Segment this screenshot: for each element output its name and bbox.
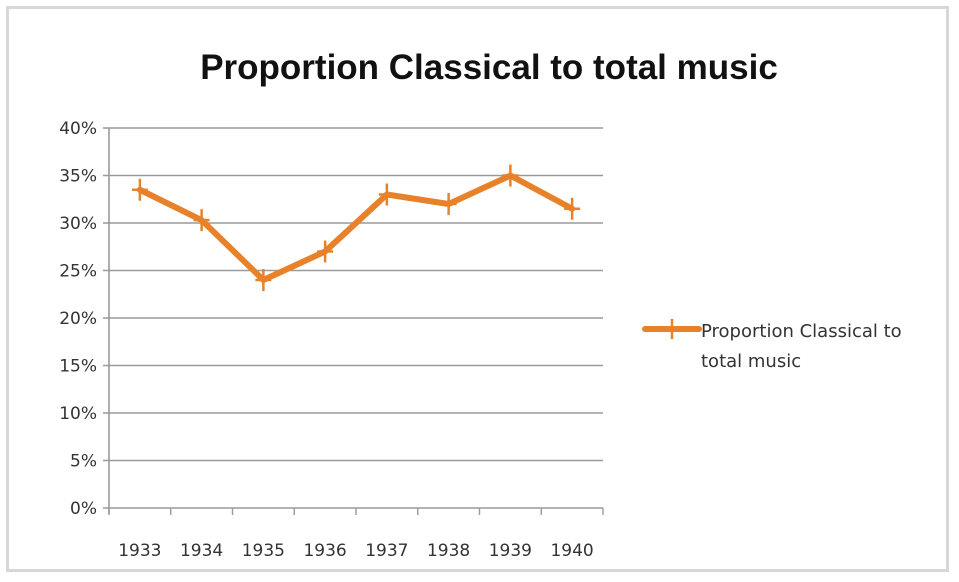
y-tick-label: 30% — [59, 214, 97, 234]
x-tick-label: 1938 — [427, 541, 470, 561]
x-tick-label: 1935 — [242, 541, 285, 561]
chart-title: Proportion Classical to total music — [200, 48, 778, 87]
x-tick-label: 1937 — [365, 541, 408, 561]
y-tick-label: 40% — [59, 119, 97, 139]
series-layer — [131, 164, 581, 291]
data-point-marker — [502, 164, 519, 187]
x-axis-ticks: 1933 1934 1935 1936 1937 1938 1939 1940 — [108, 508, 604, 561]
y-tick-label: 0% — [70, 499, 97, 519]
legend: Proportion Classical to total music — [642, 319, 902, 372]
y-axis-ticks: 0% 5% 10% 15% 20% 25% 30% 35% 40% — [59, 119, 97, 519]
x-tick-label: 1934 — [180, 541, 223, 561]
legend-label: Proportion Classical to — [701, 321, 902, 342]
gridlines — [103, 127, 603, 514]
x-tick-label: 1936 — [303, 541, 346, 561]
legend-label: total music — [701, 351, 801, 372]
x-tick-label: 1933 — [118, 541, 161, 561]
y-tick-label: 35% — [59, 167, 97, 187]
y-tick-label: 20% — [59, 309, 97, 329]
data-point-marker — [255, 269, 272, 291]
data-point-marker — [378, 183, 395, 206]
data-point-marker — [131, 178, 148, 201]
y-tick-label: 15% — [59, 357, 97, 377]
data-point-marker — [440, 193, 457, 215]
series-line — [136, 172, 576, 283]
y-tick-label: 25% — [59, 262, 97, 282]
y-tick-label: 5% — [70, 452, 97, 472]
line-chart: Proportion Classical to total music 0% 5%… — [59, 48, 902, 561]
data-point-marker — [317, 240, 334, 263]
y-tick-label: 10% — [59, 404, 97, 424]
x-tick-label: 1940 — [550, 541, 593, 561]
data-point-marker — [564, 197, 581, 220]
x-tick-label: 1939 — [489, 541, 532, 561]
chart-frame: Proportion Classical to total music 0% 5%… — [6, 6, 949, 572]
data-point-marker — [193, 209, 210, 232]
